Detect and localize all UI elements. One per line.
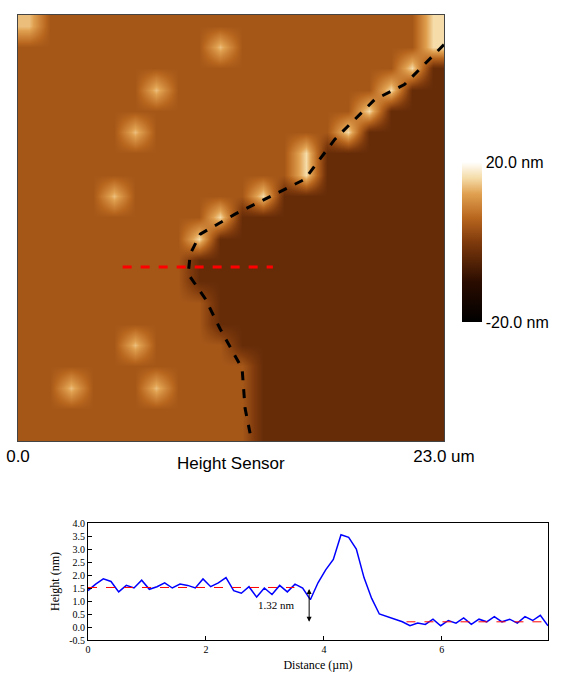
svg-text:Height Sensor: Height Sensor xyxy=(177,454,285,473)
svg-text:0.0: 0.0 xyxy=(73,622,86,633)
svg-text:2: 2 xyxy=(203,644,208,655)
svg-text:4: 4 xyxy=(321,644,326,655)
svg-text:1.5: 1.5 xyxy=(73,583,86,594)
svg-text:0.5: 0.5 xyxy=(73,609,86,620)
svg-text:-0.5: -0.5 xyxy=(69,635,85,646)
svg-text:4.0: 4.0 xyxy=(73,518,86,529)
svg-text:3.0: 3.0 xyxy=(73,544,86,555)
svg-text:0.0: 0.0 xyxy=(6,447,30,466)
svg-text:Height (nm): Height (nm) xyxy=(48,552,62,611)
svg-text:20.0 nm: 20.0 nm xyxy=(486,154,544,171)
svg-text:1.0: 1.0 xyxy=(73,596,86,607)
svg-text:6: 6 xyxy=(439,644,444,655)
svg-text:-20.0 nm: -20.0 nm xyxy=(486,314,549,331)
svg-text:2.5: 2.5 xyxy=(73,557,86,568)
svg-text:0: 0 xyxy=(86,644,91,655)
svg-text:Distance (µm): Distance (µm) xyxy=(283,658,352,672)
svg-text:3.5: 3.5 xyxy=(73,531,86,542)
svg-text:2.0: 2.0 xyxy=(73,570,86,581)
svg-text:23.0 um: 23.0 um xyxy=(413,447,474,466)
svg-text:1.32 nm: 1.32 nm xyxy=(258,599,295,611)
